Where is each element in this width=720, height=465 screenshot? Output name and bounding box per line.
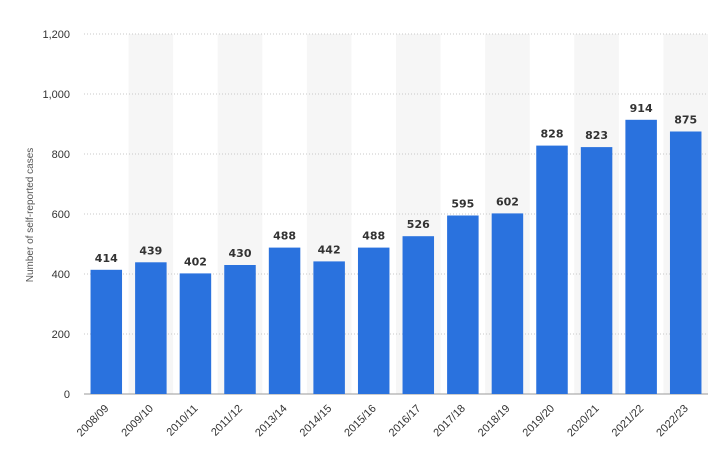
bar[interactable] <box>268 247 301 394</box>
y-tick-label: 0 <box>64 389 70 401</box>
bar[interactable] <box>357 247 390 394</box>
bars <box>90 119 702 395</box>
data-label: 414 <box>95 252 118 265</box>
bar[interactable] <box>90 269 123 394</box>
x-tick-label: 2016/17 <box>387 403 424 440</box>
data-label: 488 <box>273 230 296 243</box>
x-tick-label: 2010/11 <box>165 403 201 439</box>
x-tick-label: 2022/23 <box>654 403 691 440</box>
x-tick-label: 2018/19 <box>476 403 513 440</box>
data-label: 430 <box>229 247 252 260</box>
x-tick-label: 2021/22 <box>610 403 647 440</box>
x-tick-label: 2017/18 <box>431 403 468 440</box>
bar[interactable] <box>580 147 613 394</box>
data-label: 526 <box>407 218 430 231</box>
y-tick-label: 400 <box>52 269 70 281</box>
bar[interactable] <box>135 262 167 394</box>
data-labels: 414 439 402 430 488 442 488 526 595 602 828 823 914 8… <box>95 102 697 269</box>
bar[interactable] <box>491 213 524 394</box>
x-tick-label: 2014/15 <box>298 403 335 440</box>
data-label: 488 <box>362 230 385 243</box>
bar[interactable] <box>402 236 435 394</box>
bar[interactable] <box>536 145 568 394</box>
x-tick-label: 2011/12 <box>209 403 245 439</box>
y-tick-label: 1,000 <box>42 89 70 101</box>
x-axis-ticks: 2008/09 2009/10 2010/11 2011/12 2013/14 2014/… <box>75 403 691 440</box>
y-tick-label: 600 <box>52 209 70 221</box>
data-label: 823 <box>585 129 608 142</box>
y-tick-label: 1,200 <box>42 29 70 41</box>
data-label: 828 <box>541 128 564 141</box>
bar[interactable] <box>625 119 657 395</box>
x-tick-label: 2013/14 <box>253 403 290 440</box>
y-axis-title: Number of self-reported cases <box>25 148 36 283</box>
x-tick-label: 2015/16 <box>342 403 379 440</box>
bar[interactable] <box>313 261 345 394</box>
y-axis-ticks: 0 200 400 600 800 1,000 1,200 <box>42 29 70 401</box>
data-label: 914 <box>630 102 653 115</box>
data-label: 595 <box>451 198 474 211</box>
data-label: 439 <box>139 244 162 257</box>
x-tick-label: 2008/09 <box>75 403 112 440</box>
data-label: 602 <box>496 195 519 208</box>
bar[interactable] <box>179 273 212 394</box>
bar[interactable] <box>224 265 256 394</box>
y-tick-label: 800 <box>52 149 70 161</box>
data-label: 442 <box>318 243 341 256</box>
bar[interactable] <box>669 131 702 395</box>
x-tick-label: 2020/21 <box>565 403 602 440</box>
x-tick-label: 2019/20 <box>521 403 558 440</box>
data-label: 402 <box>184 255 207 268</box>
x-tick-label: 2009/10 <box>119 403 156 440</box>
bar[interactable] <box>447 215 479 395</box>
y-tick-label: 200 <box>52 329 70 341</box>
data-label: 875 <box>674 114 697 127</box>
